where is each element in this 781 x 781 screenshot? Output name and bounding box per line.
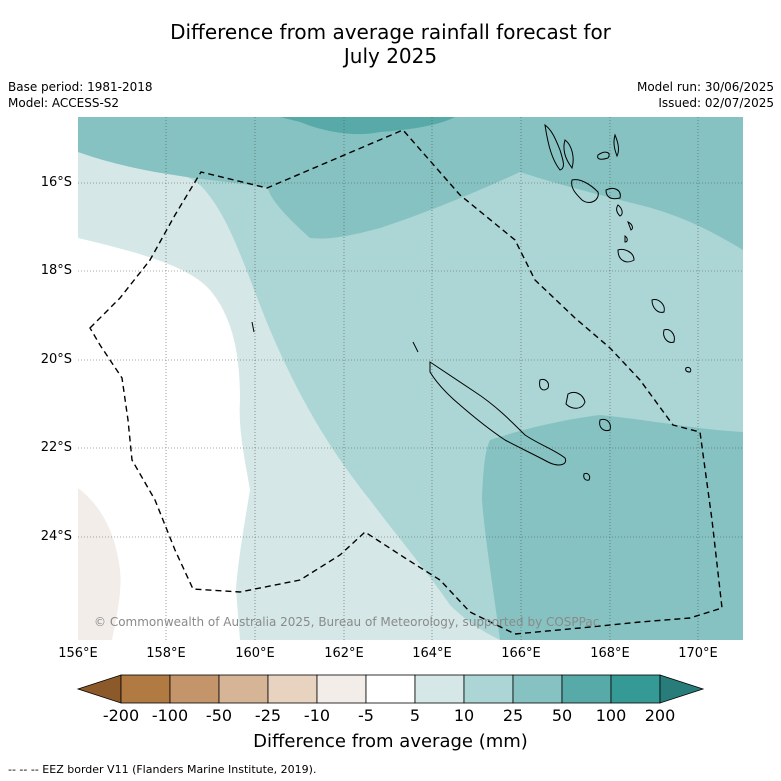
lon-label-162e: 162°E — [324, 646, 364, 661]
model-name: Model: ACCESS-S2 — [8, 96, 120, 110]
lon-label-158e: 158°E — [146, 646, 186, 661]
colorbar — [76, 674, 705, 704]
lat-label-20s: 20°S — [40, 352, 72, 367]
colorbar-tick-label: -50 — [205, 706, 233, 725]
colorbar-swatch — [512, 674, 563, 704]
colorbar-extend-high — [659, 674, 705, 704]
colorbar-tick-label: -200 — [102, 706, 140, 725]
colorbar-swatch — [120, 674, 171, 704]
new-caledonia-island — [429, 361, 567, 466]
lon-label-156e: 156°E — [58, 646, 98, 661]
lon-label-164e: 164°E — [412, 646, 452, 661]
colorbar-tick-label: -10 — [303, 706, 331, 725]
eez-legend-note: -- -- -- EEZ border V11 (Flanders Marine… — [8, 763, 317, 776]
colorbar-title: Difference from average (mm) — [253, 731, 528, 752]
base-period: Base period: 1981-2018 — [8, 80, 153, 94]
colorbar-swatch — [414, 674, 465, 704]
colorbar-tick-label: 25 — [502, 706, 524, 725]
colorbar-tick-label: -100 — [151, 706, 189, 725]
copyright-notice: © Commonwealth of Australia 2025, Bureau… — [94, 615, 600, 629]
colorbar-swatch — [169, 674, 220, 704]
colorbar-swatch — [365, 674, 416, 704]
lat-label-24s: 24°S — [40, 529, 72, 544]
lon-label-170e: 170°E — [678, 646, 718, 661]
lon-label-160e: 160°E — [235, 646, 275, 661]
colorbar-tick-label: 50 — [551, 706, 573, 725]
graticule — [78, 117, 743, 640]
lon-label-166e: 166°E — [501, 646, 541, 661]
colorbar-tick-label: 100 — [595, 706, 627, 725]
colorbar-tick-label: 5 — [409, 706, 421, 725]
chart-title-line2: July 2025 — [343, 44, 438, 68]
model-run: Model run: 30/06/2025 — [636, 80, 774, 94]
rainfall-anomaly-field — [78, 117, 743, 640]
colorbar-tick-label: -5 — [358, 706, 374, 725]
colorbar-swatch — [218, 674, 269, 704]
issued-date: Issued: 02/07/2025 — [658, 96, 774, 110]
colorbar-swatch — [316, 674, 367, 704]
colorbar-tick-label: -25 — [254, 706, 282, 725]
lat-label-18s: 18°S — [40, 263, 72, 278]
colorbar-tick-label: 200 — [644, 706, 676, 725]
lon-label-168e: 168°E — [590, 646, 630, 661]
colorbar-extend-low — [76, 674, 122, 704]
colorbar-swatch — [463, 674, 514, 704]
colorbar-swatch — [561, 674, 612, 704]
vanuatu-islands — [544, 123, 692, 373]
colorbar-tick-label: 10 — [453, 706, 475, 725]
chart-title-line1: Difference from average rainfall forecas… — [170, 20, 611, 44]
lat-label-22s: 22°S — [40, 440, 72, 455]
colorbar-swatch — [610, 674, 661, 704]
colorbar-swatch — [267, 674, 318, 704]
lat-label-16s: 16°S — [40, 175, 72, 190]
eez-border — [89, 129, 723, 635]
